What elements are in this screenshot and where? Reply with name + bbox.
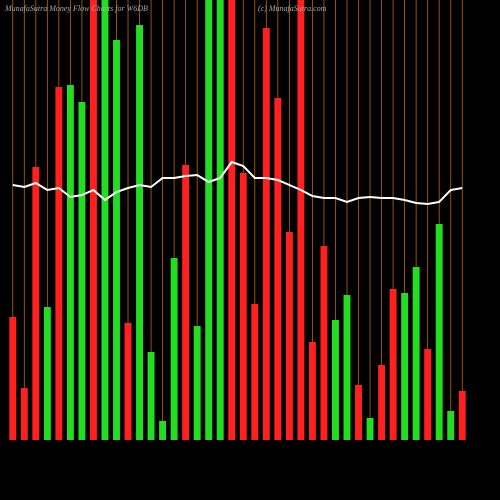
bar bbox=[55, 87, 63, 440]
bar bbox=[378, 365, 386, 440]
bar bbox=[262, 28, 270, 440]
bar bbox=[332, 320, 339, 440]
bar bbox=[147, 352, 155, 440]
bar bbox=[32, 167, 40, 440]
bar bbox=[66, 85, 74, 440]
bar bbox=[308, 342, 316, 440]
bar bbox=[458, 391, 466, 440]
bar bbox=[251, 304, 259, 440]
bar bbox=[239, 173, 247, 440]
chart-subtitle: (c) MunafaSutra.com bbox=[258, 4, 327, 13]
bar bbox=[424, 349, 432, 440]
chart-title: MunafaSutra Money Flow Charts for W6DB bbox=[4, 4, 148, 13]
bar bbox=[285, 232, 293, 440]
bar bbox=[205, 0, 213, 440]
bar bbox=[170, 258, 178, 440]
bar bbox=[297, 0, 305, 440]
bar bbox=[216, 0, 224, 440]
bar bbox=[355, 385, 362, 440]
bar bbox=[78, 102, 86, 440]
bar bbox=[274, 98, 282, 440]
bar bbox=[401, 293, 409, 440]
bar bbox=[182, 165, 190, 440]
bar bbox=[228, 0, 236, 440]
bar bbox=[320, 246, 328, 440]
bar bbox=[43, 307, 51, 440]
price-line bbox=[12, 160, 463, 206]
bars bbox=[9, 0, 466, 440]
bar bbox=[389, 289, 397, 440]
bar bbox=[343, 295, 351, 440]
bar bbox=[101, 0, 109, 440]
bar bbox=[124, 323, 132, 440]
bar bbox=[159, 421, 167, 440]
bar bbox=[136, 25, 143, 440]
bar bbox=[366, 418, 374, 440]
bar bbox=[193, 326, 201, 440]
bar bbox=[412, 267, 420, 440]
bar bbox=[447, 411, 455, 440]
bar bbox=[89, 0, 97, 440]
bar bbox=[113, 40, 120, 440]
bar bbox=[9, 317, 17, 440]
bar bbox=[20, 388, 28, 440]
bar bbox=[435, 224, 443, 440]
